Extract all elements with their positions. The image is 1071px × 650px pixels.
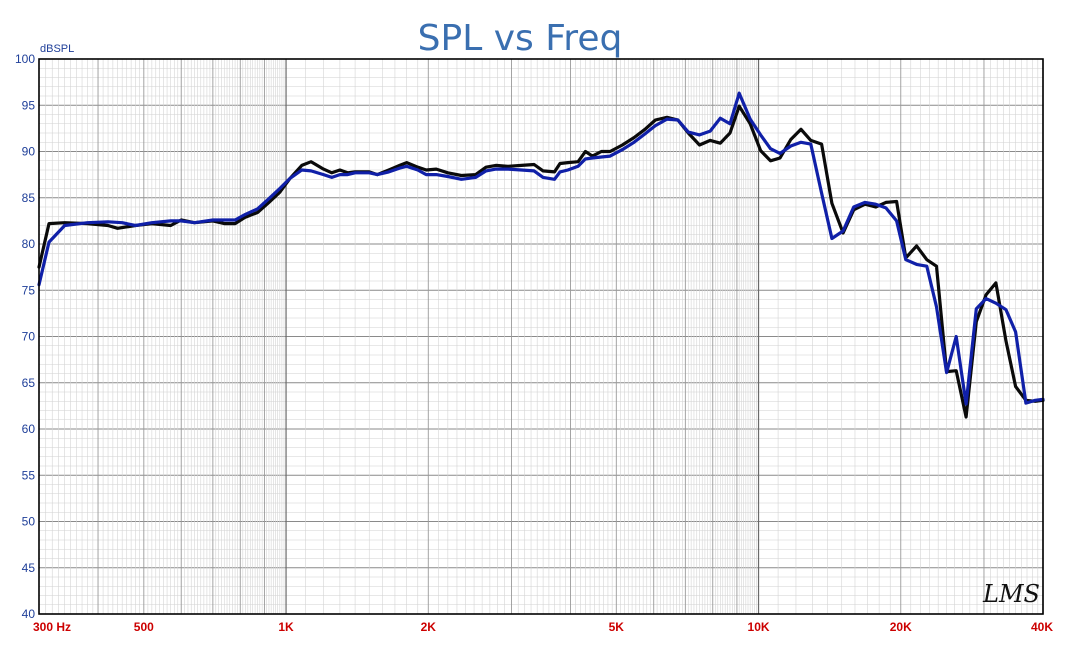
y-axis-unit-label: dBSPL [40,43,74,55]
y-tick-label: 100 [15,52,35,66]
y-tick-label: 70 [22,330,36,344]
y-tick-label: 50 [22,515,36,529]
y-tick-label: 75 [22,283,36,297]
chart-title: SPL vs Freq [418,18,623,59]
plot-frame [38,58,1044,615]
x-tick-label: 2K [421,620,437,634]
y-tick-label: 90 [22,145,36,159]
x-tick-label: 300 Hz [33,620,71,634]
y-tick-label: 80 [22,237,36,251]
series-layer [37,91,1045,419]
y-tick-label: 65 [22,376,36,390]
x-tick-label: 5K [609,620,625,634]
y-tick-labels: 100 95 90 85 80 75 70 65 60 55 50 45 40 [15,52,35,621]
grid [38,58,1044,615]
x-tick-label: 20K [890,620,912,634]
series-line-black [37,104,1045,419]
y-tick-label: 40 [22,607,36,621]
lms-logo-watermark: LMS [982,580,1040,608]
x-tick-label: 500 [134,620,154,634]
y-tick-label: 45 [22,561,36,575]
y-tick-label: 55 [22,468,36,482]
series-line-blue [37,91,1045,406]
x-tick-labels: 300 Hz 500 1K 2K 5K 10K 20K 40K [33,620,1053,634]
y-tick-label: 60 [22,422,36,436]
x-tick-label: 10K [748,620,770,634]
y-tick-label: 95 [22,98,36,112]
x-tick-label: 40K [1031,620,1053,634]
y-tick-label: 85 [22,191,36,205]
x-tick-label: 1K [278,620,294,634]
